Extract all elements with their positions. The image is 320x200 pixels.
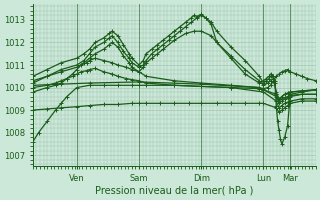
X-axis label: Pression niveau de la mer( hPa ): Pression niveau de la mer( hPa ) — [95, 186, 253, 196]
